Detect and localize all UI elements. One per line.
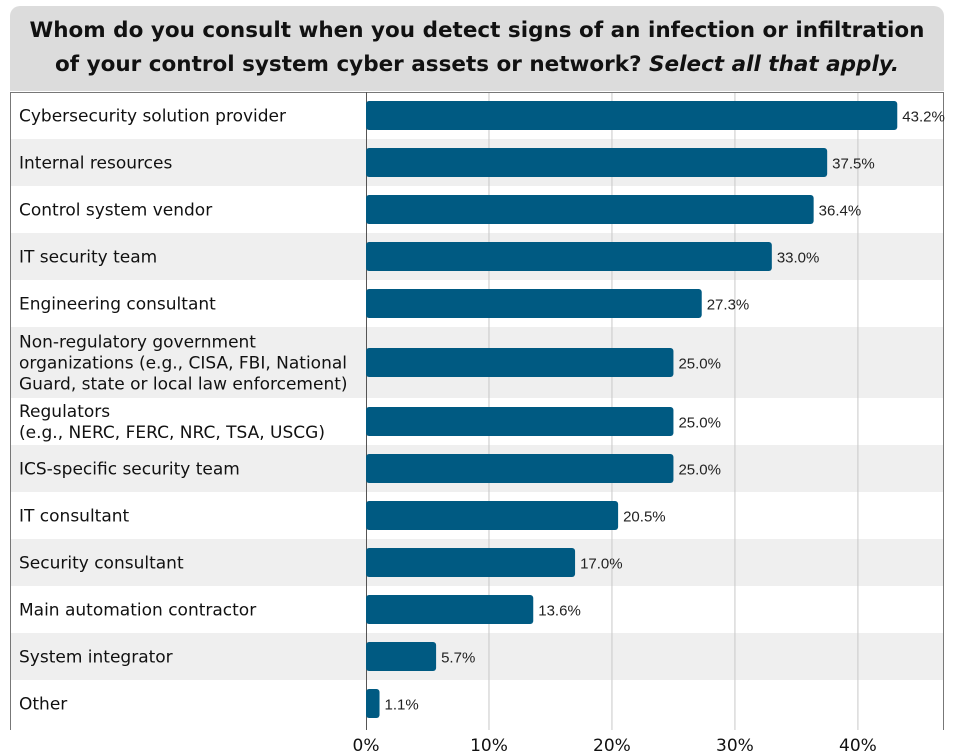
row-band bbox=[10, 633, 944, 680]
category-label: organizations (e.g., CISA, FBI, National bbox=[19, 354, 347, 374]
category-label: IT consultant bbox=[19, 507, 130, 527]
bar bbox=[366, 407, 674, 436]
x-tick-label: 30% bbox=[716, 736, 754, 756]
bar bbox=[366, 348, 674, 377]
value-label: 43.2% bbox=[902, 109, 945, 126]
value-label: 25.0% bbox=[678, 356, 721, 373]
category-label: (e.g., NERC, FERC, NRC, TSA, USCG) bbox=[19, 423, 325, 443]
x-tick-label: 20% bbox=[593, 736, 631, 756]
category-label: Internal resources bbox=[19, 154, 172, 174]
chart-title-line-2: of your control system cyber assets or n… bbox=[10, 52, 944, 77]
bar bbox=[366, 501, 619, 530]
bar bbox=[366, 289, 702, 318]
chart-title-box: Whom do you consult when you detect sign… bbox=[10, 6, 944, 91]
bar bbox=[366, 148, 828, 177]
category-label: Other bbox=[19, 695, 67, 715]
x-tick-label: 0% bbox=[353, 736, 380, 756]
x-tick-label: 10% bbox=[470, 736, 508, 756]
chart-title-line-2-italic: Select all that apply. bbox=[649, 52, 900, 77]
category-label: Control system vendor bbox=[19, 201, 212, 221]
value-label: 36.4% bbox=[819, 203, 862, 220]
category-label: Non-regulatory government bbox=[19, 333, 256, 353]
chart-title-line-1: Whom do you consult when you detect sign… bbox=[29, 18, 925, 43]
value-label: 27.3% bbox=[707, 297, 750, 314]
category-label: Cybersecurity solution provider bbox=[19, 107, 286, 127]
value-label: 17.0% bbox=[580, 556, 623, 573]
category-label: IT security team bbox=[19, 248, 157, 268]
bar bbox=[366, 595, 534, 624]
value-label: 37.5% bbox=[832, 156, 875, 173]
value-label: 25.0% bbox=[678, 415, 721, 432]
bar bbox=[366, 689, 380, 718]
chart-title-line-2-main: of your control system cyber assets or n… bbox=[54, 52, 642, 77]
category-label: Security consultant bbox=[19, 554, 184, 574]
category-label: Guard, state or local law enforcement) bbox=[19, 375, 348, 395]
value-label: 1.1% bbox=[385, 697, 419, 714]
bar bbox=[366, 548, 576, 577]
category-label: System integrator bbox=[19, 648, 173, 668]
category-label: Main automation contractor bbox=[19, 601, 256, 621]
value-label: 20.5% bbox=[623, 509, 666, 526]
bar bbox=[366, 242, 772, 271]
value-label: 25.0% bbox=[678, 462, 721, 479]
value-label: 13.6% bbox=[538, 603, 581, 620]
bar bbox=[366, 642, 437, 671]
bar bbox=[366, 195, 814, 224]
x-tick-label: 40% bbox=[839, 736, 877, 756]
category-label: Regulators bbox=[19, 402, 110, 422]
category-label: ICS-specific security team bbox=[19, 460, 240, 480]
bar bbox=[366, 101, 898, 130]
value-label: 33.0% bbox=[777, 250, 820, 267]
category-label: Engineering consultant bbox=[19, 295, 216, 315]
value-label: 5.7% bbox=[441, 650, 475, 667]
bar bbox=[366, 454, 674, 483]
